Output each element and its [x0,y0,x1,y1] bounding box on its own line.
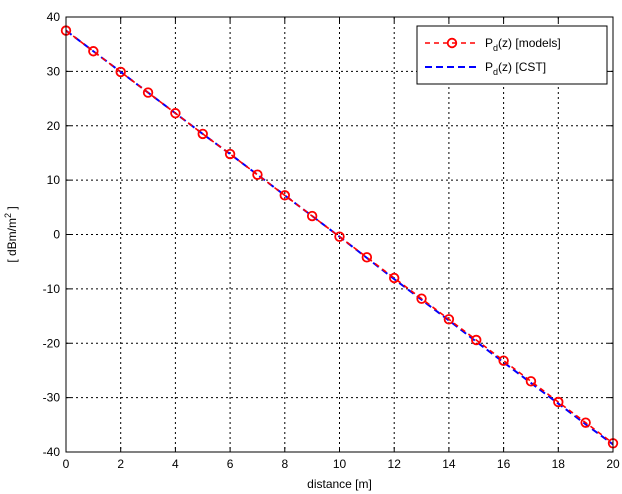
legend-label-models-sub: d [493,43,498,53]
y-tick-label: -30 [43,391,61,405]
data-point-models [306,210,318,222]
y-tick-label: -10 [43,282,61,296]
y-tick-label: 30 [47,64,61,78]
x-tick-label: 2 [117,457,124,471]
y-axis-label-sup: 2 [3,213,13,218]
x-tick-label: 16 [497,457,511,471]
x-tick-label: 18 [552,457,566,471]
x-tick-label: 0 [63,457,70,471]
data-point-models [361,252,373,263]
legend-box [416,25,608,85]
data-point-models [224,148,236,160]
legend-label-models: Pd(z) [models] [485,36,561,53]
x-tick-label: 12 [388,457,402,471]
x-tick-label: 20 [606,457,620,471]
x-tick-label: 10 [333,457,347,471]
y-axis-label-prefix: [ dBm/m [5,218,19,263]
legend-label-cst-main: P [485,60,493,74]
y-tick-label: 40 [47,10,61,24]
x-tick-label: 6 [227,457,234,471]
legend-label-cst-sub: d [493,67,498,77]
data-point-models [115,66,126,78]
legend-label-models-rest: (z) [models] [498,36,561,50]
y-axis-label: [ dBm/m2 ] [3,206,19,262]
series-layer [60,25,619,449]
y-tick-label: 10 [47,173,61,187]
data-point-models [443,314,455,325]
legend-label-models-main: P [485,36,493,50]
data-point-models [580,417,591,428]
y-tick-label: 0 [53,228,60,242]
data-point-models [279,190,291,201]
legend-marker-models [446,37,458,49]
y-axis-label-suffix: ] [5,206,19,213]
data-point-models [170,108,181,119]
data-point-models [553,396,564,408]
tick-labels: 0 2 4 6 8 10 12 14 16 18 20 -40 -30 -20 -10 0 10 20 30 40 [43,10,620,471]
x-axis-label: distance [m] [307,477,372,491]
legend: Pd(z) [models] Pd(z) [CST] [416,25,608,85]
data-point-models [197,128,208,140]
series-line-models [65,29,614,444]
legend-entry-cst: Pd(z) [CST] [425,60,546,77]
x-tick-label: 4 [172,457,179,471]
data-point-models [498,355,509,366]
data-point-models [525,376,537,387]
data-point-models [88,46,99,57]
data-point-models [471,334,482,346]
x-tick-label: 14 [442,457,456,471]
data-point-models [416,293,427,304]
data-point-models [334,231,345,242]
y-tick-label: -40 [43,445,61,459]
data-point-models [389,272,400,284]
legend-label-cst-rest: (z) [CST] [498,60,546,74]
y-tick-label: 20 [47,119,61,133]
legend-label-cst: Pd(z) [CST] [485,60,546,77]
x-tick-label: 8 [281,457,288,471]
legend-entry-models: Pd(z) [models] [425,36,561,53]
ticks [65,16,614,453]
data-point-models [142,87,154,98]
y-tick-label: -20 [43,336,61,350]
data-point-models [252,169,263,180]
